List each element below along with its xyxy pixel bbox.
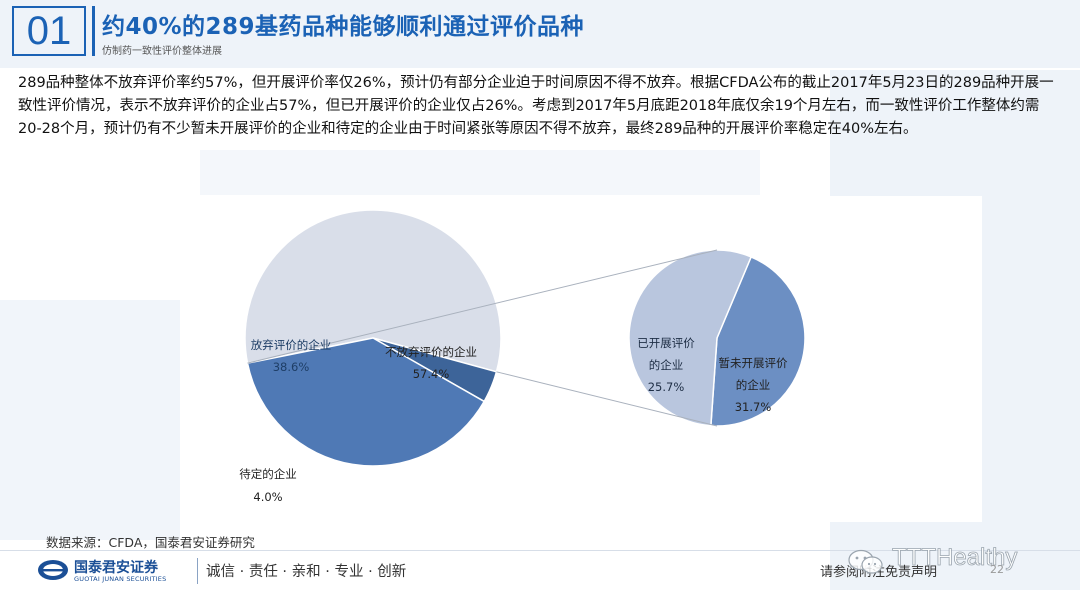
company-name-en: GUOTAI JUNAN SECURITIES <box>74 575 167 583</box>
body-paragraph: 289品种整体不放弃评价率约57%，但开展评价率仅26%，预计仍有部分企业迫于时… <box>18 75 1054 137</box>
background-band <box>0 0 1080 68</box>
main-pie <box>244 209 502 467</box>
slide-number: 01 <box>12 6 86 56</box>
slice-label-notstarted-name-2: 的企业 <box>736 378 771 392</box>
pie-of-pie-chart: 不放弃评价的企业 57.4% 放弃评价的企业 38.6% 待定的企业 4.0% … <box>239 209 806 504</box>
chart-panel: 不放弃评价的企业 57.4% 放弃评价的企业 38.6% 待定的企业 4.0% … <box>196 196 982 522</box>
title-divider <box>92 6 95 56</box>
footer-separator <box>197 558 198 584</box>
footer-divider <box>0 550 1080 551</box>
pie-slice-keep <box>244 209 502 373</box>
company-logo-icon <box>38 560 68 580</box>
company-logo: 国泰君安证券 GUOTAI JUNAN SECURITIES <box>36 556 192 586</box>
pie-slice-started <box>710 255 806 427</box>
slice-label-started-name-2: 的企业 <box>649 358 684 372</box>
watermark-text: TTTHealthy <box>892 544 1018 572</box>
slice-label-pending-value: 4.0% <box>253 490 282 504</box>
connector-line-bottom <box>496 371 718 427</box>
company-name: 国泰君安证券 <box>74 560 158 576</box>
slice-label-keep-value: 57.4% <box>413 367 450 381</box>
slice-label-pending-name: 待定的企业 <box>239 467 297 481</box>
page-title: 约40%的289基药品种能够顺利通过评价品种 <box>102 14 585 40</box>
connector-line-top <box>247 249 718 364</box>
slice-label-notstarted-name-1: 暂未开展评价 <box>719 356 788 370</box>
slice-label-notstarted-value: 31.7% <box>735 400 772 414</box>
watermark: TTTHealthy <box>846 544 1056 580</box>
source-note: 数据来源：CFDA，国泰君安证券研究 <box>46 535 255 550</box>
company-motto: 诚信 · 责任 · 亲和 · 专业 · 创新 <box>206 564 407 580</box>
slice-label-keep-name: 不放弃评价的企业 <box>385 345 477 359</box>
slice-label-started-value: 25.7% <box>648 380 685 394</box>
connector-lines <box>247 249 718 427</box>
pie-slice-abandon <box>246 337 486 467</box>
slice-label-abandon-name: 放弃评价的企业 <box>251 338 332 352</box>
page-number: 22 <box>990 563 1004 576</box>
wechat-icon <box>848 549 883 574</box>
page-subtitle: 仿制药一致性评价整体进展 <box>102 46 222 57</box>
background-band <box>200 150 760 195</box>
slice-label-started-name-1: 已开展评价 <box>637 336 695 350</box>
disclaimer-link[interactable]: 请参阅附注免责声明 <box>820 565 938 580</box>
slice-label-abandon-value: 38.6% <box>273 360 310 374</box>
breakdown-pie <box>628 249 806 427</box>
pie-slice-not-started <box>628 249 753 427</box>
background-band <box>0 300 180 540</box>
